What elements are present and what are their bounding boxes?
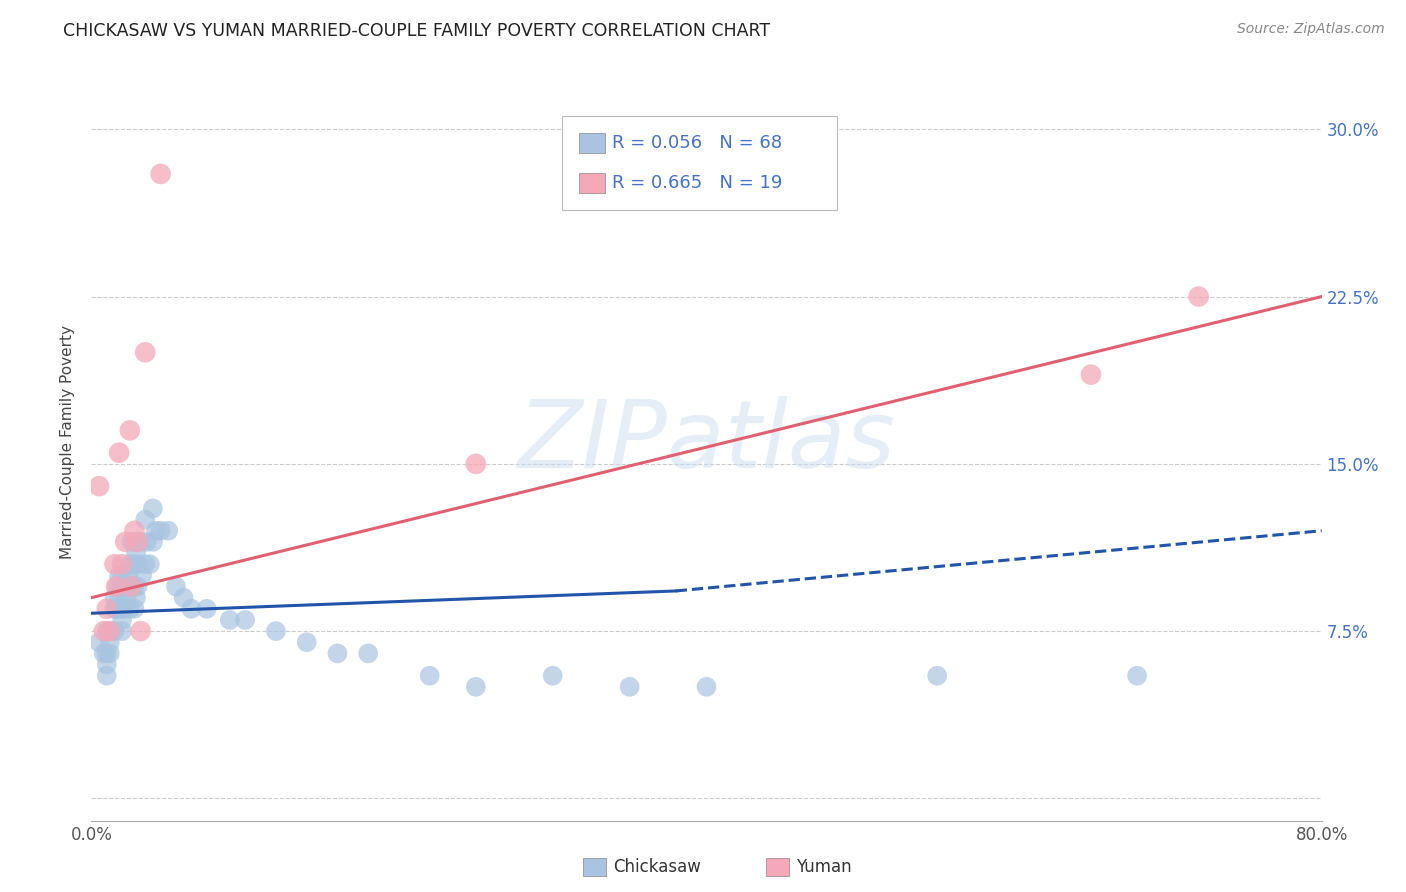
Point — [110, 580, 132, 594]
Point — [142, 501, 165, 516]
Point — [118, 557, 141, 572]
Point — [195, 602, 218, 616]
Point — [120, 535, 142, 549]
Point — [464, 680, 486, 694]
Point — [103, 557, 125, 572]
Point — [233, 613, 256, 627]
Text: Yuman: Yuman — [796, 858, 852, 876]
Point — [127, 580, 149, 594]
Point — [111, 568, 134, 582]
Point — [149, 167, 172, 181]
Point — [1126, 669, 1149, 683]
Point — [103, 624, 125, 639]
Point — [108, 446, 131, 460]
Point — [103, 591, 125, 605]
Text: R = 0.665   N = 19: R = 0.665 N = 19 — [612, 174, 782, 192]
Point — [93, 646, 115, 660]
Point — [111, 613, 134, 627]
Point — [927, 669, 949, 683]
Point — [134, 512, 156, 526]
Point — [103, 602, 125, 616]
Point — [114, 535, 136, 549]
Point — [96, 657, 118, 672]
Y-axis label: Married-Couple Family Poverty: Married-Couple Family Poverty — [60, 325, 76, 558]
Point — [100, 624, 122, 639]
Point — [145, 524, 167, 538]
Point — [117, 568, 139, 582]
Point — [98, 635, 121, 649]
Point — [96, 602, 118, 616]
Point — [108, 591, 131, 605]
Point — [118, 580, 141, 594]
Point — [118, 602, 141, 616]
Point — [157, 524, 180, 538]
Point — [134, 557, 156, 572]
Point — [114, 580, 136, 594]
Point — [111, 624, 134, 639]
Point — [111, 557, 134, 572]
Point — [124, 602, 146, 616]
Point — [124, 580, 146, 594]
Point — [149, 524, 172, 538]
Point — [108, 602, 131, 616]
Point — [120, 580, 142, 594]
Point — [127, 557, 149, 572]
Point — [105, 602, 127, 616]
Point — [218, 613, 240, 627]
Point — [114, 602, 136, 616]
Text: CHICKASAW VS YUMAN MARRIED-COUPLE FAMILY POVERTY CORRELATION CHART: CHICKASAW VS YUMAN MARRIED-COUPLE FAMILY… — [63, 22, 770, 40]
Point — [326, 646, 349, 660]
Point — [180, 602, 202, 616]
Point — [129, 535, 152, 549]
Point — [96, 669, 118, 683]
Point — [357, 646, 380, 660]
Point — [619, 680, 641, 694]
Point — [96, 624, 118, 639]
Point — [295, 635, 318, 649]
Point — [93, 624, 115, 639]
Point — [1187, 289, 1209, 303]
Point — [129, 624, 152, 639]
Text: ZIPatlas: ZIPatlas — [517, 396, 896, 487]
Point — [142, 535, 165, 549]
Point — [87, 635, 110, 649]
Point — [118, 424, 141, 438]
Point — [87, 479, 110, 493]
Text: R = 0.056   N = 68: R = 0.056 N = 68 — [612, 134, 782, 152]
Point — [419, 669, 441, 683]
Point — [696, 680, 718, 694]
Point — [1080, 368, 1102, 382]
Point — [107, 580, 129, 594]
Point — [131, 568, 153, 582]
Point — [139, 557, 162, 572]
Point — [464, 457, 486, 471]
Point — [105, 580, 127, 594]
Point — [111, 602, 134, 616]
Point — [98, 646, 121, 660]
Point — [134, 345, 156, 359]
Point — [115, 591, 138, 605]
Point — [124, 535, 146, 549]
Point — [124, 524, 146, 538]
Text: Source: ZipAtlas.com: Source: ZipAtlas.com — [1237, 22, 1385, 37]
Point — [127, 535, 149, 549]
Point — [111, 580, 134, 594]
Point — [96, 646, 118, 660]
Point — [122, 557, 145, 572]
Point — [125, 546, 148, 560]
Point — [127, 535, 149, 549]
Point — [541, 669, 564, 683]
Point — [125, 591, 148, 605]
Point — [135, 535, 157, 549]
Point — [165, 580, 187, 594]
Point — [173, 591, 195, 605]
Point — [264, 624, 287, 639]
Point — [108, 568, 131, 582]
Text: Chickasaw: Chickasaw — [613, 858, 700, 876]
Point — [98, 624, 121, 639]
